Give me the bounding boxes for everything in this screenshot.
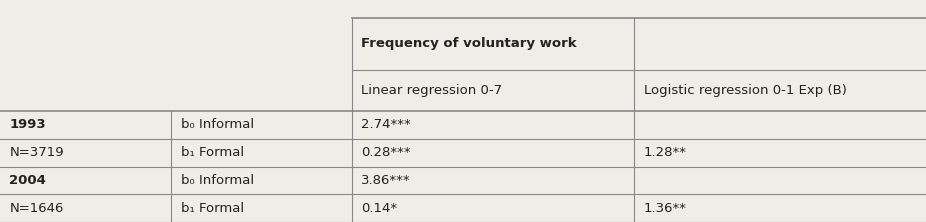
Text: N=3719: N=3719 (9, 146, 64, 159)
Text: Logistic regression 0-1 Exp (B): Logistic regression 0-1 Exp (B) (644, 84, 846, 97)
Text: Linear regression 0-7: Linear regression 0-7 (361, 84, 502, 97)
Text: b₁ Formal: b₁ Formal (181, 146, 244, 159)
Text: N=1646: N=1646 (9, 202, 64, 215)
Text: Frequency of voluntary work: Frequency of voluntary work (361, 37, 577, 50)
Text: 2.74***: 2.74*** (361, 118, 411, 131)
Text: 1.28**: 1.28** (644, 146, 686, 159)
Text: 1993: 1993 (9, 118, 46, 131)
Text: b₁ Formal: b₁ Formal (181, 202, 244, 215)
Text: 1.36**: 1.36** (644, 202, 686, 215)
Text: 0.28***: 0.28*** (361, 146, 411, 159)
Text: b₀ Informal: b₀ Informal (181, 118, 254, 131)
Text: 0.14*: 0.14* (361, 202, 397, 215)
Text: 2004: 2004 (9, 174, 46, 187)
Text: 3.86***: 3.86*** (361, 174, 411, 187)
Text: b₀ Informal: b₀ Informal (181, 174, 254, 187)
